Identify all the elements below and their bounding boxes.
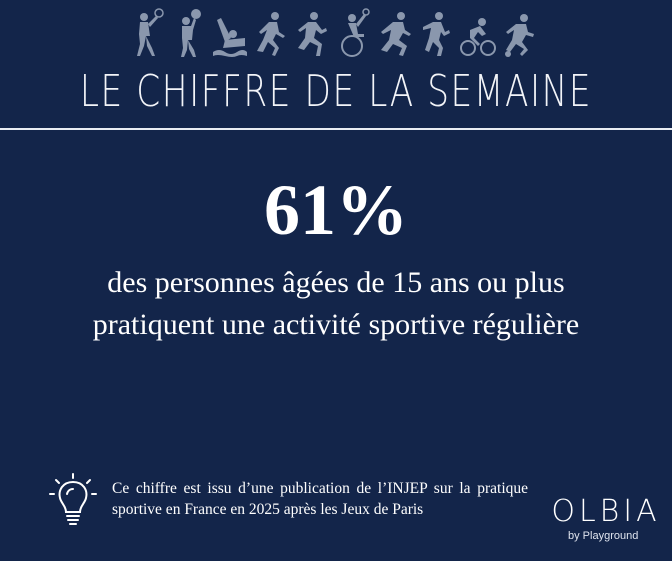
cyclist-icon xyxy=(460,8,497,58)
runner-icon xyxy=(419,8,455,58)
tennis-player-icon xyxy=(128,8,164,58)
title-divider xyxy=(0,128,672,130)
page-title: LE CHIFFRE DE LA SEMAINE xyxy=(79,66,593,117)
volleyball-player-icon xyxy=(170,8,206,58)
source-note: Ce chiffre est issu d’une publication de… xyxy=(112,480,528,518)
footballer-icon xyxy=(502,8,538,58)
swimmer-icon xyxy=(211,8,248,58)
wheelchair-tennis-icon xyxy=(336,8,372,58)
statistic-value: 61% xyxy=(264,170,408,250)
olbia-logo: OLBIA by Playground xyxy=(548,496,664,546)
lightbulb-icon xyxy=(46,472,100,528)
runner-icon xyxy=(294,8,330,58)
statistic-description: des personnes âgées de 15 ans ou plus pr… xyxy=(92,266,580,341)
logo-wordmark: OLBIA xyxy=(551,494,661,529)
sport-icons-row xyxy=(128,4,538,58)
runner-icon xyxy=(377,8,413,58)
runner-icon xyxy=(253,8,289,58)
logo-subtitle: by Playground xyxy=(568,530,639,542)
